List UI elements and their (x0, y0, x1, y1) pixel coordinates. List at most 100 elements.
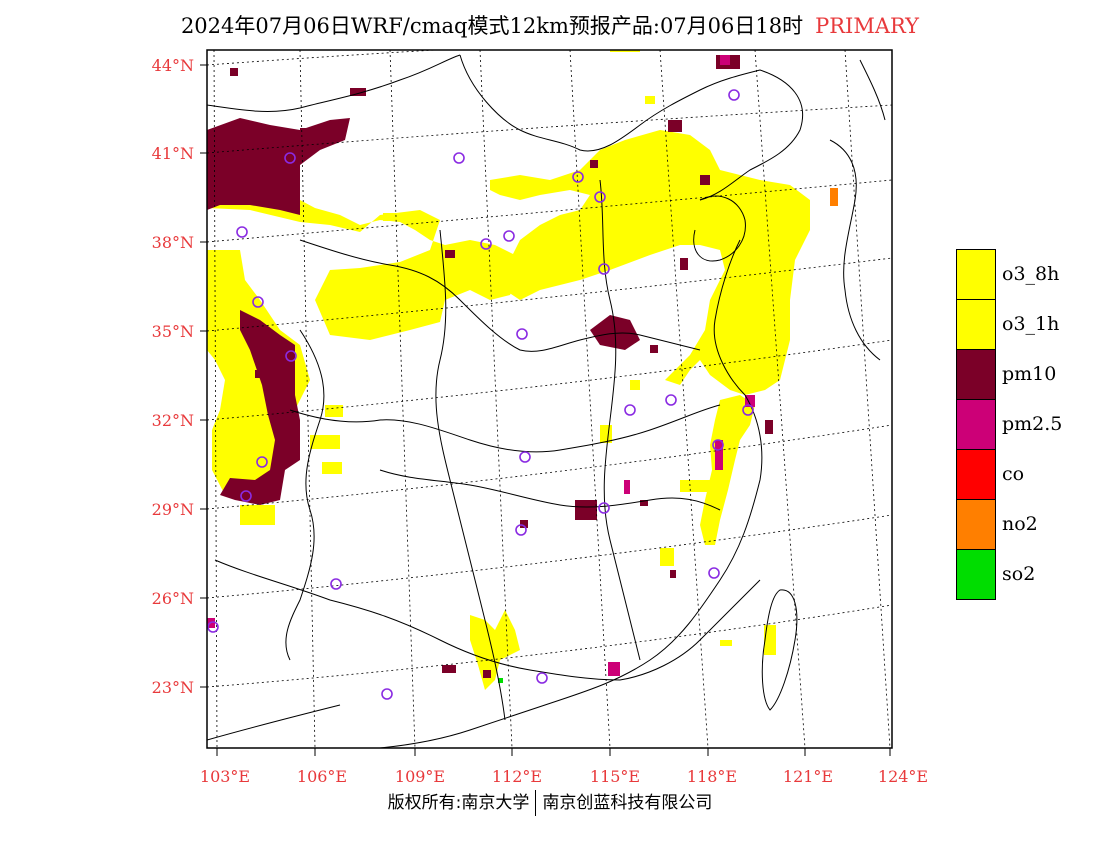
pm10-patch (640, 500, 648, 506)
pm10-patch (670, 570, 676, 578)
lat-tick-label: 38°N (152, 233, 194, 252)
lon-tick-label: 112°E (492, 767, 542, 786)
o3-patch (764, 625, 776, 655)
pm10-regions (207, 55, 773, 678)
station-marker (519, 451, 531, 463)
legend-swatch (956, 499, 996, 549)
copyright-right: 南京创蓝科技有限公司 (542, 793, 713, 813)
pm10-patch (700, 175, 710, 185)
graticule (207, 50, 892, 748)
coastline-east (379, 239, 763, 748)
pm10-region-northwest (207, 118, 350, 215)
lat-tick-label: 26°N (152, 589, 194, 608)
o3-region-yangtze-east (700, 395, 755, 545)
o3-patch (720, 640, 732, 646)
meridian (659, 50, 709, 748)
o3-region-guangdong (470, 610, 520, 690)
parallel (207, 179, 892, 243)
legend-label: pm2.5 (1002, 413, 1063, 435)
so2-patch (498, 678, 503, 683)
pm10-patch (650, 345, 658, 353)
station-marker (598, 502, 610, 514)
lon-axis (216, 748, 891, 756)
station-marker (515, 524, 527, 536)
legend-swatch (956, 399, 996, 449)
o3-patch (322, 462, 342, 474)
lon-labels: 103°E 106°E 109°E 112°E 115°E 118°E 121°… (200, 767, 928, 786)
copyright-left: 版权所有:南京大学 (387, 793, 530, 813)
station-marker (712, 439, 724, 451)
pm10-patch (575, 500, 597, 520)
pm10-patch (483, 670, 491, 678)
pm10-patch (680, 258, 688, 270)
station-marker (453, 152, 465, 164)
station-marker (624, 404, 636, 416)
legend-item-co: co (956, 449, 1100, 499)
lon-tick-label: 121°E (783, 767, 833, 786)
parallel (207, 257, 892, 332)
legend-item-so2: so2 (956, 549, 1100, 600)
legend-label: so2 (1002, 563, 1036, 585)
legend-swatch (956, 449, 996, 499)
legend-label: o3_1h (1002, 313, 1060, 335)
station-marker (284, 152, 296, 164)
province-border-center (299, 239, 701, 352)
legend-label: pm10 (1002, 363, 1057, 385)
station-marker (665, 394, 677, 406)
coastline-korea (829, 59, 886, 361)
lon-tick-label: 106°E (297, 767, 347, 786)
o3-patch (680, 480, 710, 492)
parallel (207, 604, 892, 688)
coastline-bohai (693, 195, 746, 262)
lat-tick-label: 32°N (152, 411, 194, 430)
province-border-south (214, 559, 761, 681)
copyright-divider (535, 790, 537, 816)
pm10-patch (520, 520, 528, 528)
meridian (213, 50, 218, 748)
province-border-central-ns (435, 229, 506, 721)
pm10-patch (765, 420, 773, 434)
pm10-patch (300, 128, 330, 136)
legend-item-o3-8h: o3_8h (956, 249, 1100, 299)
station-marker (236, 226, 248, 238)
legend-label: co (1002, 463, 1025, 485)
station-marker (240, 490, 252, 502)
legend-swatch (956, 349, 996, 399)
title-text: 2024年07月06日WRF/cmaq模式12km预报产品:07月06日18时 (180, 14, 804, 38)
o3-patch (645, 96, 655, 104)
meridian (479, 50, 513, 748)
copyright-footer: 版权所有:南京大学 南京创蓝科技有限公司 (0, 788, 1100, 816)
o3-patch (630, 380, 640, 390)
lat-labels: 44°N 41°N 38°N 35°N 32°N 29°N 26°N 23°N (152, 56, 194, 697)
legend-label: o3_8h (1002, 263, 1060, 285)
station-marker (256, 456, 268, 468)
o3-region-north-china-plain (490, 130, 810, 395)
legend-label: no2 (1002, 513, 1038, 535)
station-marker (728, 89, 740, 101)
station-marker (480, 238, 492, 250)
taiwan-outline (761, 589, 798, 711)
o3-patch (610, 50, 640, 52)
o3-patch (660, 548, 674, 566)
lon-tick-label: 109°E (395, 767, 445, 786)
pm25-patch (720, 55, 730, 65)
station-marker (742, 404, 754, 416)
o3-patch (383, 213, 413, 221)
meridian (299, 50, 316, 748)
lat-tick-label: 23°N (152, 678, 194, 697)
o3-patch (310, 435, 340, 449)
station-marker (708, 567, 720, 579)
lon-tick-label: 124°E (878, 767, 928, 786)
meridian (389, 50, 416, 748)
legend-swatch (956, 249, 996, 299)
hainan-coast (207, 704, 341, 741)
station-marker (252, 296, 264, 308)
pm10-patch (350, 88, 366, 96)
station-marker (516, 328, 528, 340)
o3-region-west (207, 200, 520, 340)
pm10-patch (668, 120, 682, 132)
parallel (207, 339, 892, 421)
parallel (207, 514, 892, 599)
